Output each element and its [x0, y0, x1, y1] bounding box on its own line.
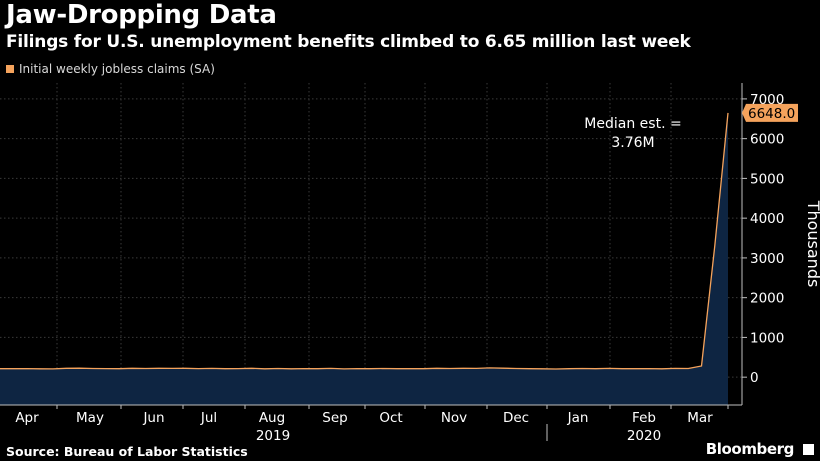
x-tick-label: Jan — [567, 410, 589, 426]
last-value-badge — [742, 103, 798, 122]
x-tick-label: Sep — [322, 410, 347, 426]
x-tick-label: Jun — [142, 410, 164, 426]
last-value-label: 6648.0 — [748, 106, 795, 122]
bloomberg-logo: Bloomberg — [705, 440, 795, 458]
bloomberg-logo-mark — [803, 444, 814, 455]
annotation-line-2: 3.76M — [611, 135, 654, 151]
y-tick-label: 0 — [750, 370, 759, 386]
series-line — [0, 112, 729, 370]
y-tick-label: 1000 — [750, 330, 784, 346]
x-tick-label: Aug — [259, 410, 285, 426]
y-tick-label: 2000 — [750, 291, 784, 307]
x-tick-label: May — [76, 410, 104, 426]
source-note: Source: Bureau of Labor Statistics — [6, 444, 248, 459]
y-tick-label: 4000 — [750, 211, 784, 227]
series-area — [0, 112, 728, 406]
year-label-2019: 2019 — [256, 428, 290, 444]
y-axis-label: Thousands — [804, 200, 820, 288]
year-label-2020: 2020 — [627, 428, 661, 444]
x-tick-label: Mar — [687, 410, 713, 426]
x-tick-label: Feb — [632, 410, 656, 426]
chart-title: Jaw-Dropping Data — [6, 0, 277, 30]
x-tick-label: Dec — [503, 410, 529, 426]
y-tick-label: 6000 — [750, 132, 784, 148]
y-tick-label: 5000 — [750, 171, 784, 187]
x-tick-label: Oct — [379, 410, 402, 426]
x-tick-label: Nov — [441, 410, 467, 426]
legend-label: Initial weekly jobless claims (SA) — [19, 62, 215, 76]
chart-subtitle: Filings for U.S. unemployment benefits c… — [6, 32, 691, 52]
x-tick-label: Jul — [200, 410, 217, 426]
legend-swatch — [6, 65, 14, 73]
chart-legend: Initial weekly jobless claims (SA) — [6, 62, 215, 76]
x-tick-label: Apr — [15, 410, 39, 426]
annotation-line-1: Median est. = — [584, 116, 681, 132]
y-tick-label: 3000 — [750, 251, 784, 267]
